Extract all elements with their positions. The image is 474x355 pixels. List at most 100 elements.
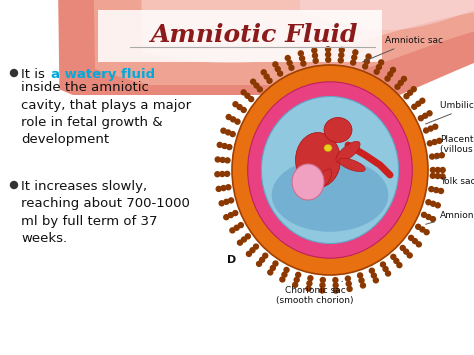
Circle shape xyxy=(421,212,427,217)
Circle shape xyxy=(296,272,301,277)
Polygon shape xyxy=(0,0,474,63)
Circle shape xyxy=(312,48,317,53)
Circle shape xyxy=(419,116,423,121)
Circle shape xyxy=(235,119,240,124)
Circle shape xyxy=(398,80,403,85)
Circle shape xyxy=(285,55,290,61)
Circle shape xyxy=(320,283,325,288)
Circle shape xyxy=(263,253,268,258)
Circle shape xyxy=(374,278,378,283)
Circle shape xyxy=(423,113,428,118)
Polygon shape xyxy=(300,0,474,30)
Circle shape xyxy=(284,267,289,272)
Text: Placenta
(villous chorion): Placenta (villous chorion) xyxy=(436,135,474,159)
Circle shape xyxy=(407,253,412,258)
Circle shape xyxy=(256,261,262,266)
Circle shape xyxy=(228,213,233,218)
Ellipse shape xyxy=(324,144,332,152)
Circle shape xyxy=(233,102,238,107)
Circle shape xyxy=(260,257,264,262)
Circle shape xyxy=(374,69,379,74)
Circle shape xyxy=(435,203,440,208)
Circle shape xyxy=(308,276,313,281)
Circle shape xyxy=(264,74,269,79)
Circle shape xyxy=(219,201,224,206)
Circle shape xyxy=(292,282,298,287)
Circle shape xyxy=(261,70,266,75)
Circle shape xyxy=(289,65,294,70)
Circle shape xyxy=(250,248,255,253)
Circle shape xyxy=(430,201,436,206)
Circle shape xyxy=(220,171,225,176)
Circle shape xyxy=(401,76,406,81)
Circle shape xyxy=(353,50,358,55)
Circle shape xyxy=(225,171,230,176)
Circle shape xyxy=(257,87,262,92)
Polygon shape xyxy=(0,0,474,85)
Circle shape xyxy=(416,242,421,247)
Circle shape xyxy=(320,278,325,283)
Ellipse shape xyxy=(248,82,412,258)
Circle shape xyxy=(220,157,225,163)
Circle shape xyxy=(379,60,383,65)
Ellipse shape xyxy=(292,164,324,200)
Circle shape xyxy=(246,251,251,256)
Circle shape xyxy=(369,268,374,273)
Circle shape xyxy=(241,90,246,95)
Circle shape xyxy=(251,79,255,84)
Circle shape xyxy=(426,200,431,205)
Circle shape xyxy=(394,258,399,263)
Circle shape xyxy=(249,97,254,102)
Polygon shape xyxy=(0,0,474,95)
Circle shape xyxy=(339,48,344,53)
Circle shape xyxy=(412,104,417,109)
Circle shape xyxy=(270,266,275,271)
Circle shape xyxy=(224,200,229,204)
Circle shape xyxy=(338,58,343,63)
Circle shape xyxy=(346,281,351,286)
Circle shape xyxy=(275,66,280,71)
Text: Chorionic sac
(smooth chorion): Chorionic sac (smooth chorion) xyxy=(276,281,354,305)
Ellipse shape xyxy=(232,65,428,275)
Circle shape xyxy=(231,117,236,122)
Circle shape xyxy=(339,53,344,58)
Circle shape xyxy=(428,126,433,131)
Text: It is: It is xyxy=(21,68,49,81)
Circle shape xyxy=(391,67,395,72)
Circle shape xyxy=(225,158,230,163)
Circle shape xyxy=(365,59,369,64)
Circle shape xyxy=(430,217,436,222)
Circle shape xyxy=(226,115,231,120)
Circle shape xyxy=(424,128,428,133)
Circle shape xyxy=(245,93,250,98)
Text: inside the amniotic
cavity, that plays a major
role in fetal growth &
developmen: inside the amniotic cavity, that plays a… xyxy=(21,81,191,147)
Circle shape xyxy=(312,53,318,58)
Circle shape xyxy=(420,98,425,103)
Circle shape xyxy=(395,84,400,89)
Circle shape xyxy=(438,189,444,193)
Ellipse shape xyxy=(261,97,399,244)
Ellipse shape xyxy=(319,169,332,187)
Circle shape xyxy=(278,71,283,76)
Circle shape xyxy=(241,108,246,113)
Circle shape xyxy=(10,70,18,76)
Circle shape xyxy=(233,211,238,215)
Circle shape xyxy=(307,281,312,286)
Circle shape xyxy=(385,76,390,81)
Ellipse shape xyxy=(295,132,340,187)
Text: Amniotic sac: Amniotic sac xyxy=(363,36,443,62)
Ellipse shape xyxy=(324,118,352,142)
Circle shape xyxy=(400,245,405,251)
Circle shape xyxy=(435,153,439,158)
Circle shape xyxy=(411,87,416,92)
Circle shape xyxy=(383,267,388,272)
Circle shape xyxy=(416,101,421,106)
Circle shape xyxy=(280,277,285,282)
Circle shape xyxy=(430,173,435,178)
Circle shape xyxy=(226,185,231,190)
Circle shape xyxy=(409,235,414,240)
Circle shape xyxy=(333,278,338,283)
Circle shape xyxy=(237,105,242,110)
Circle shape xyxy=(333,288,338,293)
Circle shape xyxy=(301,61,306,66)
